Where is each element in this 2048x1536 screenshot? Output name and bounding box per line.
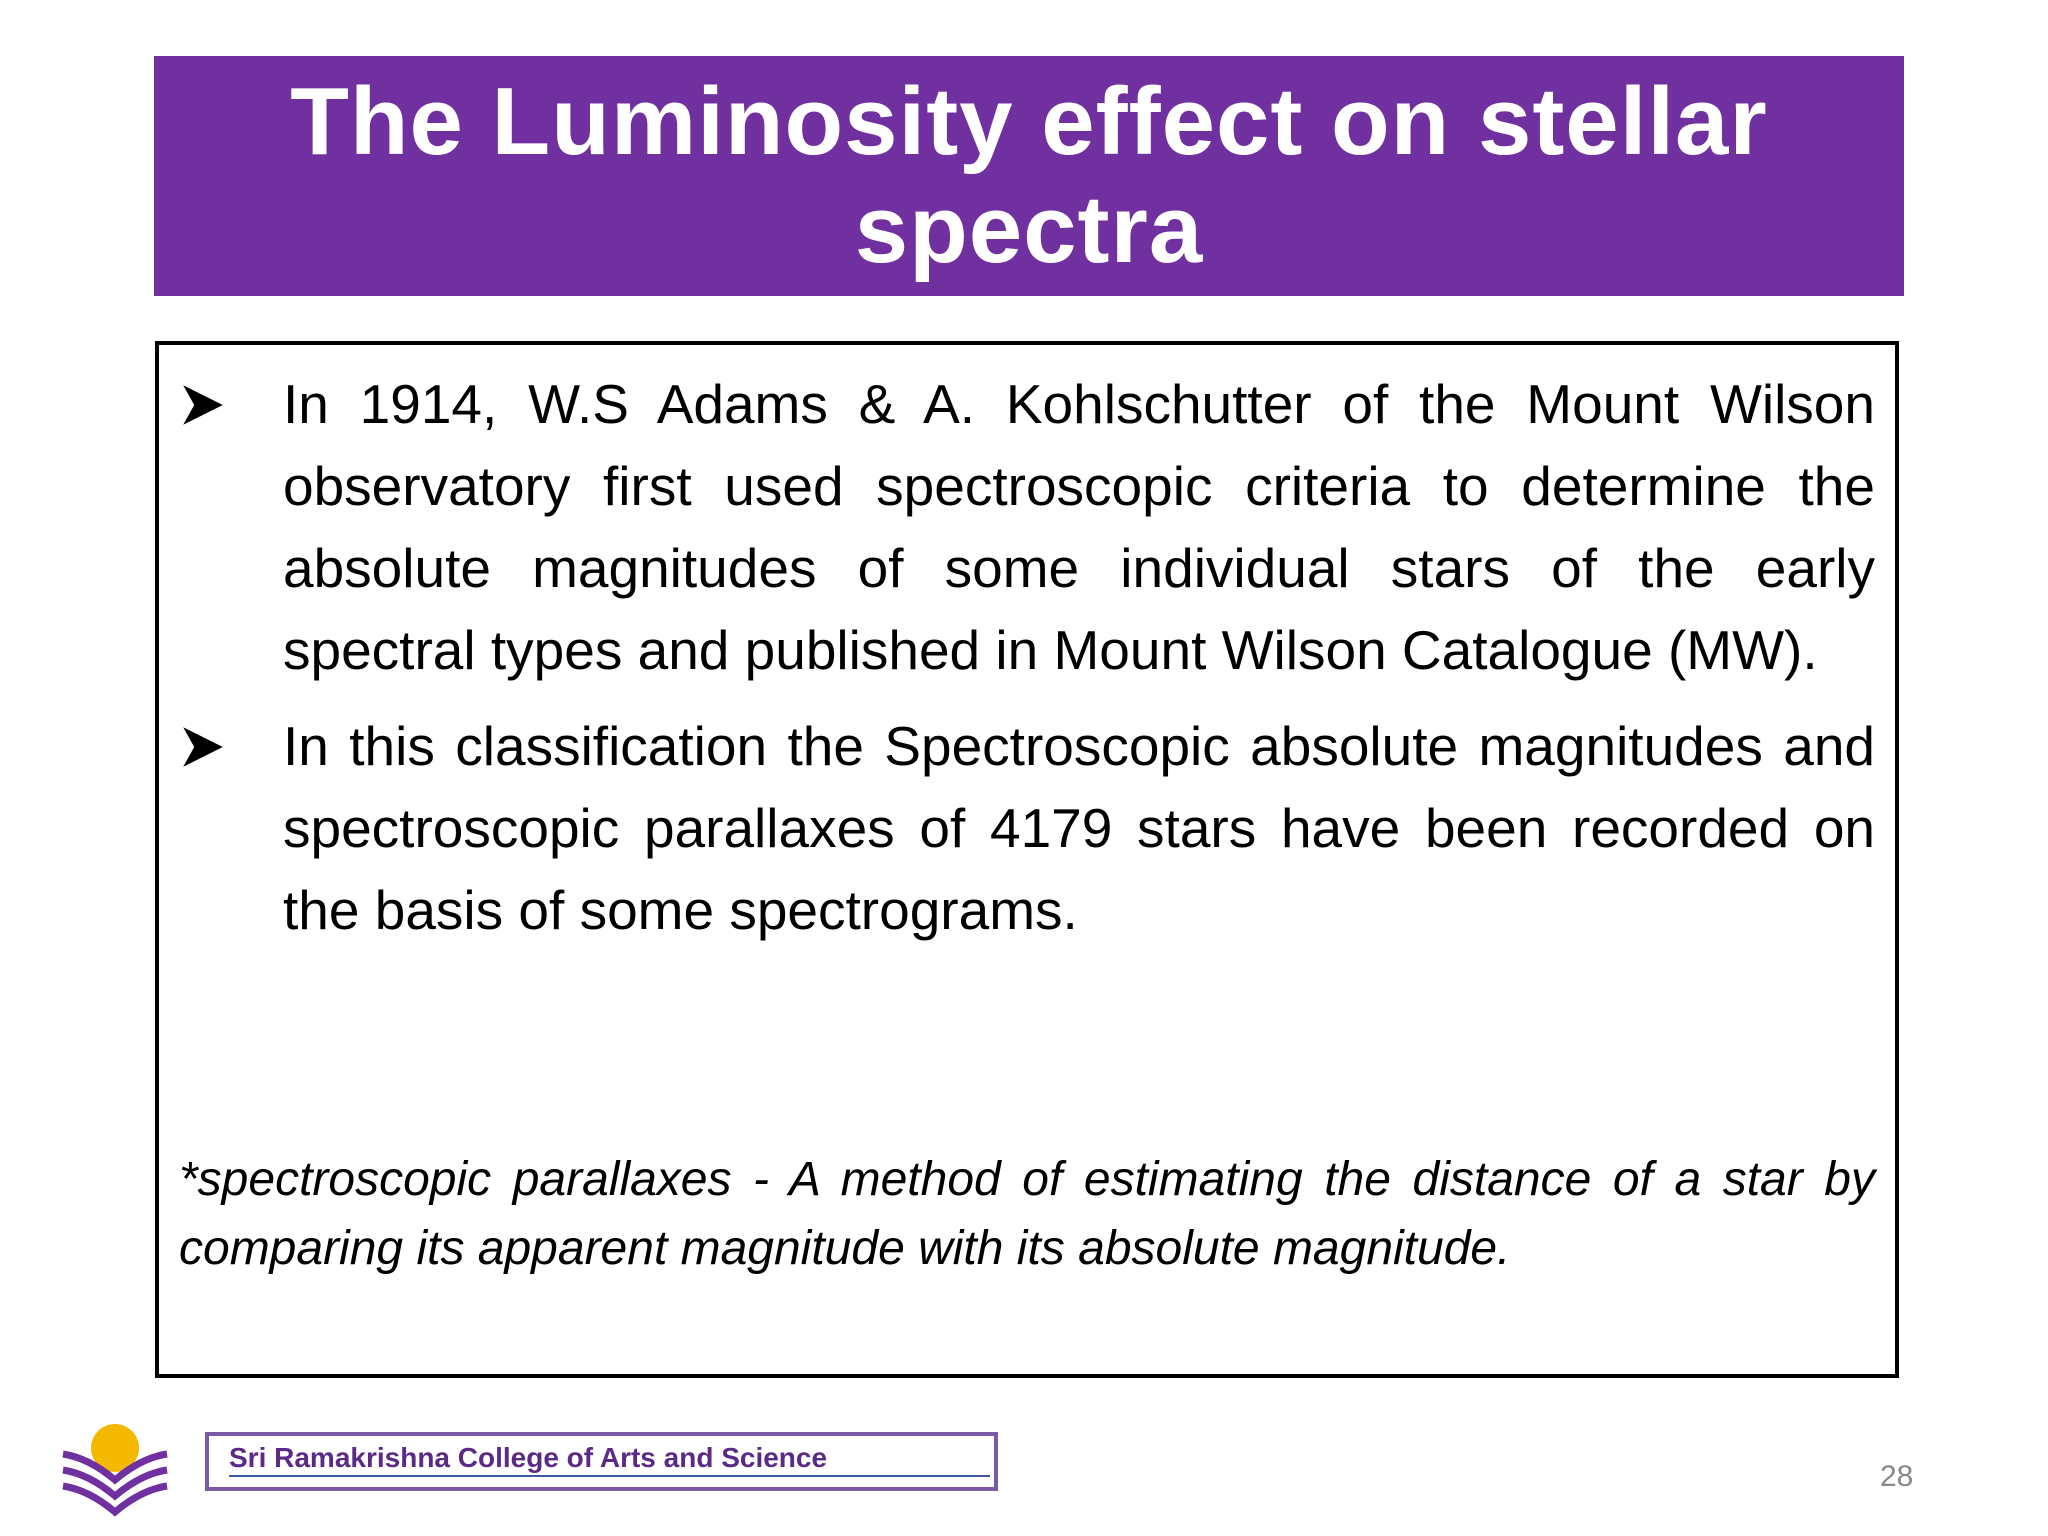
banner-underline [229,1475,990,1477]
footnote: *spectroscopic parallaxes - A method of … [179,1153,1875,1275]
college-logo [62,1424,168,1517]
college-name: Sri Ramakrishna College of Arts and Scie… [229,1442,828,1473]
bullet-item: In this classification the Spectroscopic… [159,705,1895,951]
bullet-list: In 1914, W.S Adams & A. Kohlschutter of … [159,363,1895,965]
title-bar: The Luminosity effect on stellar spectra [154,56,1904,296]
bullet-arrow [183,385,223,425]
slide-title: The Luminosity effect on stellar spectra [290,68,1768,283]
bullet-text: In 1914, W.S Adams & A. Kohlschutter of … [283,373,1875,681]
page-number: 28 [1880,1460,1914,1493]
bullet-arrow [183,727,223,767]
bullet-item: In 1914, W.S Adams & A. Kohlschutter of … [159,363,1895,691]
bullet-text: In this classification the Spectroscopic… [283,715,1875,941]
college-banner: Sri Ramakrishna College of Arts and Scie… [205,1432,998,1491]
content-box: In 1914, W.S Adams & A. Kohlschutter of … [155,341,1899,1378]
